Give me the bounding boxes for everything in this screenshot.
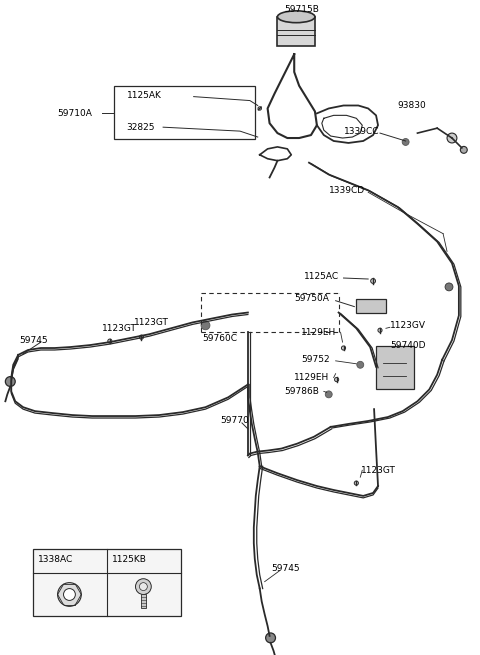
Circle shape xyxy=(378,328,382,332)
Circle shape xyxy=(5,377,15,386)
Text: 59750A: 59750A xyxy=(294,294,329,303)
Circle shape xyxy=(354,481,359,485)
Circle shape xyxy=(402,138,409,145)
Circle shape xyxy=(445,283,453,291)
Text: 32825: 32825 xyxy=(127,122,155,132)
Text: 1125AK: 1125AK xyxy=(127,91,161,100)
Circle shape xyxy=(357,362,364,368)
Text: 59760C: 59760C xyxy=(203,333,238,343)
Bar xyxy=(277,17,315,47)
Text: 59740D: 59740D xyxy=(390,341,425,350)
Bar xyxy=(356,299,386,312)
Circle shape xyxy=(447,133,457,143)
Text: 59770: 59770 xyxy=(220,417,249,426)
Circle shape xyxy=(335,377,339,382)
Text: 59745: 59745 xyxy=(19,335,48,345)
Bar xyxy=(141,595,146,608)
Text: 1339CD: 1339CD xyxy=(329,186,365,195)
Circle shape xyxy=(135,579,151,595)
Text: 1125AC: 1125AC xyxy=(304,272,339,280)
Circle shape xyxy=(63,589,75,601)
Text: 59715B: 59715B xyxy=(284,5,319,14)
Circle shape xyxy=(258,107,262,110)
Ellipse shape xyxy=(277,11,315,23)
Bar xyxy=(114,86,255,139)
Circle shape xyxy=(139,583,147,591)
Bar xyxy=(33,549,181,616)
Text: 1339CC: 1339CC xyxy=(344,126,379,136)
Text: 1129EH: 1129EH xyxy=(301,328,336,337)
Circle shape xyxy=(58,583,81,607)
Text: 59752: 59752 xyxy=(301,356,330,364)
Text: 1129EH: 1129EH xyxy=(294,373,329,382)
Circle shape xyxy=(325,391,332,398)
Text: 1123GT: 1123GT xyxy=(102,324,137,333)
Text: 1123GV: 1123GV xyxy=(390,321,426,330)
Circle shape xyxy=(201,321,210,329)
Bar xyxy=(376,346,413,390)
Circle shape xyxy=(139,335,144,339)
Text: 93830: 93830 xyxy=(398,101,427,110)
Text: 1123GT: 1123GT xyxy=(133,318,168,327)
Text: 59745: 59745 xyxy=(272,565,300,573)
Text: 59786B: 59786B xyxy=(284,387,319,396)
Circle shape xyxy=(341,346,346,350)
Text: 1338AC: 1338AC xyxy=(38,555,73,565)
Circle shape xyxy=(108,339,112,343)
Circle shape xyxy=(371,278,375,284)
Circle shape xyxy=(460,147,467,153)
Text: 59710A: 59710A xyxy=(58,109,93,118)
Circle shape xyxy=(265,633,276,643)
Text: 1125KB: 1125KB xyxy=(112,555,147,565)
Text: 1123GT: 1123GT xyxy=(361,466,396,475)
